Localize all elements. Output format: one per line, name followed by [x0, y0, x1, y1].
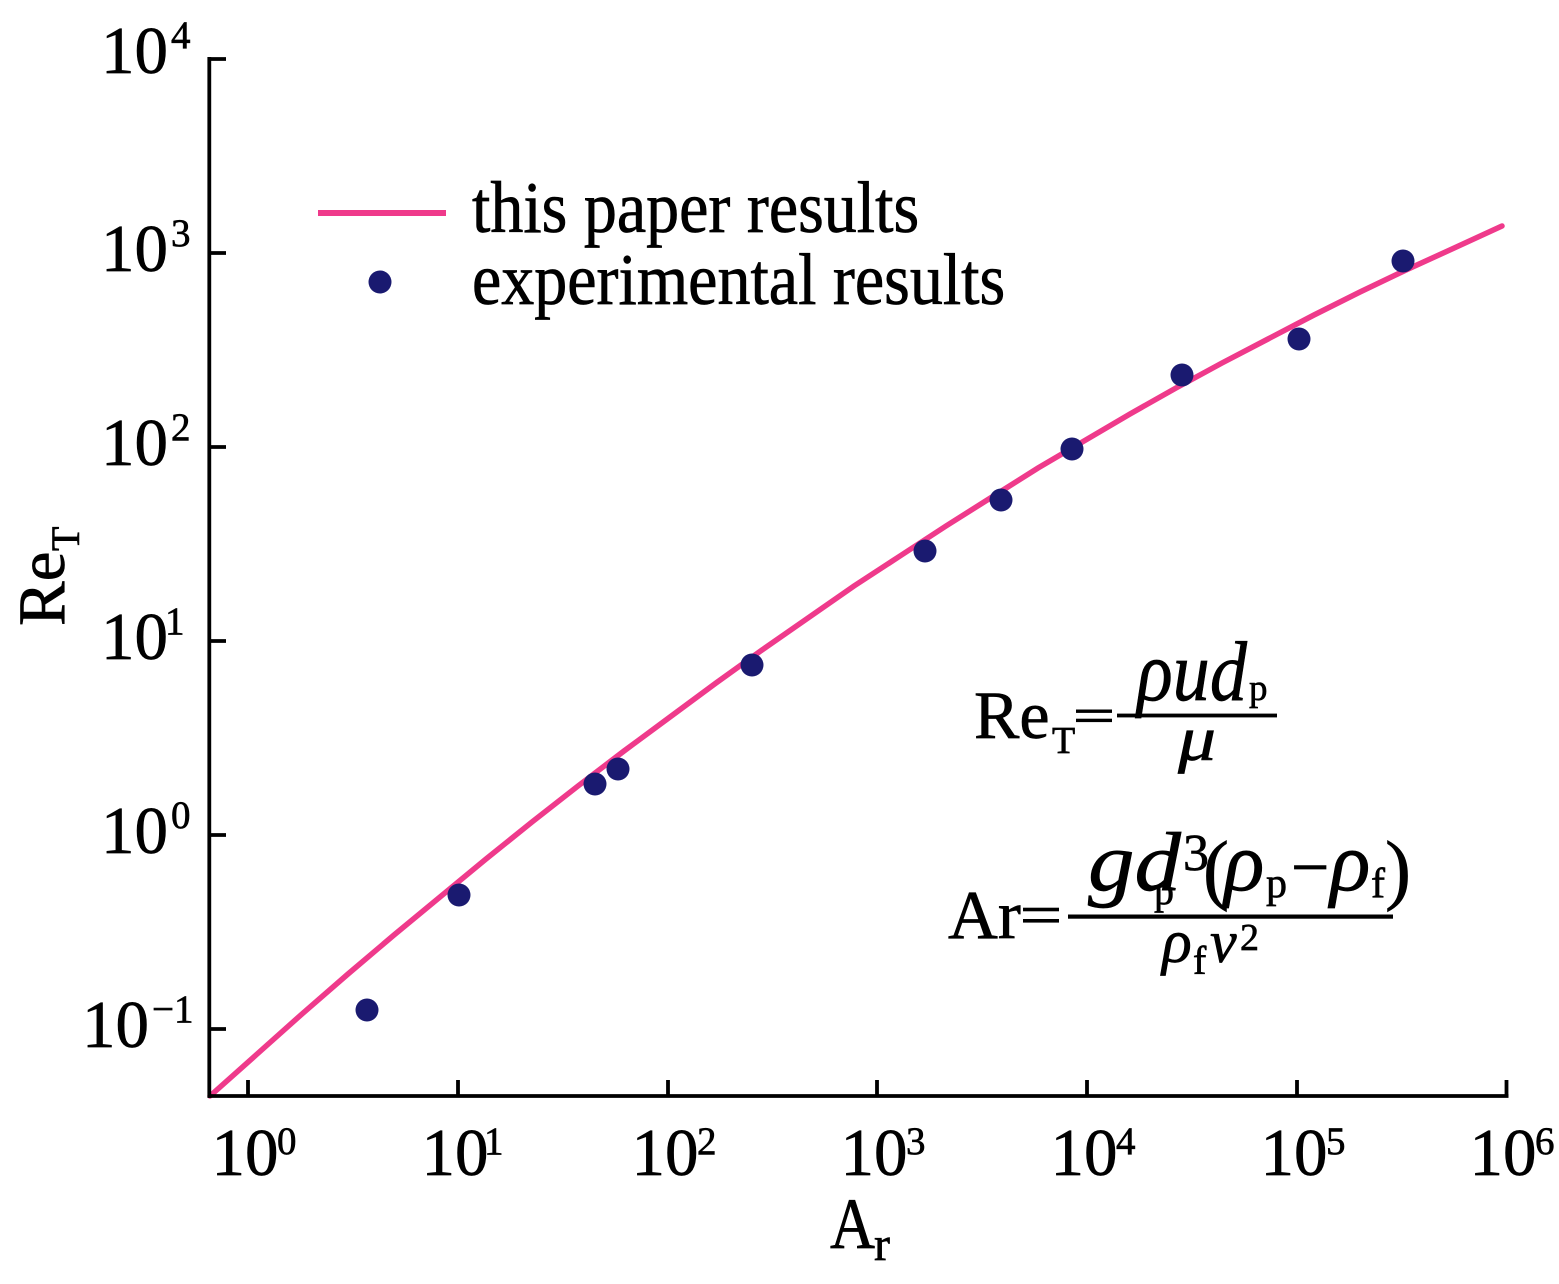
- svg-text:this paper results: this paper results: [472, 168, 919, 249]
- svg-text:−1: −1: [152, 988, 194, 1031]
- svg-text:f: f: [1193, 938, 1207, 983]
- svg-text:1: 1: [165, 600, 185, 643]
- svg-text:2: 2: [697, 1120, 717, 1163]
- svg-text:5: 5: [1326, 1120, 1346, 1163]
- svg-text:10: 10: [82, 988, 149, 1062]
- svg-text:3: 3: [1183, 825, 1209, 882]
- svg-text:Re: Re: [5, 552, 79, 626]
- svg-text:r: r: [874, 1218, 890, 1271]
- svg-text:10: 10: [101, 406, 168, 480]
- svg-text:0: 0: [171, 794, 191, 837]
- svg-text:p: p: [1249, 668, 1268, 709]
- svg-text:−: −: [1291, 829, 1329, 905]
- svg-text:): ): [1385, 825, 1411, 912]
- svg-text:4: 4: [1116, 1120, 1136, 1163]
- svg-text:10: 10: [841, 1116, 908, 1190]
- svg-text:T: T: [1052, 720, 1075, 762]
- svg-text:ν: ν: [1210, 909, 1237, 975]
- svg-text:10: 10: [632, 1116, 699, 1190]
- svg-text:Ar: Ar: [948, 877, 1021, 953]
- svg-text:gd: gd: [1088, 816, 1182, 909]
- svg-text:(: (: [1203, 825, 1229, 912]
- svg-text:6: 6: [1535, 1120, 1555, 1163]
- svg-text:10: 10: [1261, 1116, 1328, 1190]
- svg-text:2: 2: [171, 406, 191, 449]
- svg-text:ρ: ρ: [1221, 816, 1264, 909]
- svg-text:Re: Re: [974, 677, 1050, 753]
- svg-text:p: p: [1154, 868, 1174, 913]
- svg-text:10: 10: [1470, 1116, 1537, 1190]
- svg-text:T: T: [43, 527, 88, 551]
- svg-text:10: 10: [1051, 1116, 1118, 1190]
- svg-text:10: 10: [101, 600, 168, 674]
- svg-text:10: 10: [101, 14, 168, 88]
- svg-text:10: 10: [212, 1116, 279, 1190]
- svg-text:10: 10: [101, 212, 168, 286]
- svg-text:0: 0: [277, 1120, 297, 1163]
- svg-text:ρud: ρud: [1134, 625, 1247, 719]
- svg-text:1: 1: [484, 1120, 504, 1163]
- svg-text:experimental results: experimental results: [472, 240, 1005, 321]
- svg-text:3: 3: [171, 212, 191, 255]
- svg-text:10: 10: [422, 1116, 489, 1190]
- svg-text:ρ: ρ: [1160, 908, 1192, 976]
- svg-text:μ: μ: [1177, 703, 1216, 774]
- svg-text:2: 2: [1240, 917, 1259, 959]
- svg-text:10: 10: [101, 794, 168, 868]
- svg-text:3: 3: [906, 1120, 926, 1163]
- svg-text:ρ: ρ: [1327, 816, 1370, 909]
- svg-text:A: A: [830, 1184, 875, 1264]
- svg-text:p: p: [1266, 861, 1287, 907]
- svg-text:f: f: [1371, 861, 1385, 907]
- svg-text:4: 4: [171, 14, 191, 57]
